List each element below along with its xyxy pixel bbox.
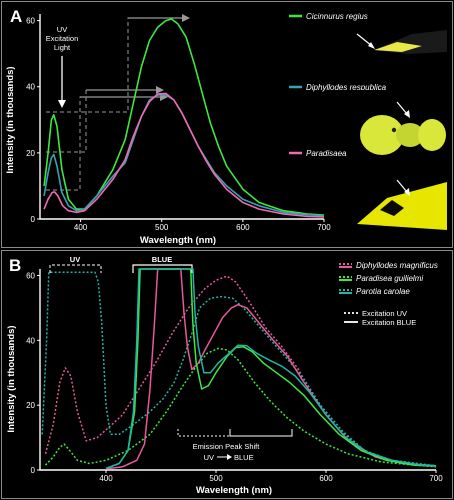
x-tick-label-a-0: 400 [74, 223, 88, 232]
peak-shift-from: UV [204, 453, 214, 462]
y-tick-label-b-2: 40 [26, 336, 35, 345]
uv-annotation-line2: Excitation [46, 34, 79, 43]
y-tick-label-a-0: 0 [31, 215, 36, 224]
series-line-b-diphyllodes-magnificus-uv [44, 275, 437, 467]
x-axis-label-b: Wavelength (nm) [196, 485, 272, 496]
peak-shift-to: BLUE [234, 453, 254, 462]
x-tick-label-a-1: 500 [155, 223, 169, 232]
panel-b: B UV BLUE Emission Peak Shift UV BLUE Di… [1, 250, 453, 499]
y-axis-label-a: Intensity (in thousands) [5, 66, 16, 173]
panel-b-letter: B [9, 256, 21, 275]
peak-shift-label: Emission Peak Shift [193, 442, 261, 451]
x-tick-label-b-2: 600 [319, 474, 333, 483]
y-tick-label-a-2: 40 [26, 83, 35, 92]
series-line-a-paradisaea-guilielmi [43, 92, 325, 218]
y-tick-label-a-1: 20 [26, 149, 35, 158]
series-line-a-cicinnurus-regius [43, 18, 325, 216]
legend-b-style-blue: Excitation BLUE [362, 318, 416, 327]
bird-photo-diphyllodes [347, 90, 447, 170]
legend-a-label-2: Paradisaea guilielmi [306, 149, 378, 158]
panel-a-letter: A [10, 7, 22, 26]
panel-a: A UV Excitation Light Cicinnurus regius … [1, 1, 453, 248]
legend-a-label-0: Cicinnurus regius [306, 12, 368, 21]
x-tick-label-b-3: 700 [429, 474, 443, 483]
legend-b-label-0: Diphyllodes magnificus [356, 261, 438, 270]
y-tick-label-b-0: 0 [31, 466, 36, 475]
uv-region-bracket: UV [49, 255, 102, 273]
x-tick-label-a-2: 600 [236, 223, 250, 232]
series-line-b-parotia-carolae-blue [105, 268, 437, 470]
chart-a: A UV Excitation Light Cicinnurus regius … [5, 7, 447, 246]
axes-a [39, 14, 324, 220]
bird-photo-paradisaea [347, 174, 447, 234]
legend-b-label-1: Paradisea guilielmi [356, 274, 423, 283]
legend-b: Diphyllodes magnificus Paradisea guiliel… [339, 261, 438, 327]
uv-region-label: UV [70, 255, 80, 264]
x-axis-label-a: Wavelength (nm) [140, 235, 216, 246]
blue-region-bracket: BLUE [132, 255, 193, 273]
bird-photo-cicinnurus [347, 27, 447, 67]
peak-shift-bracket: Emission Peak Shift UV BLUE [177, 429, 293, 462]
y-tick-label-a-3: 60 [26, 17, 35, 26]
x-tick-label-b-0: 400 [99, 474, 113, 483]
series-line-b-parotia-carolae-uv [41, 271, 437, 467]
uv-arrow-head [58, 100, 66, 108]
chart-b: B UV BLUE Emission Peak Shift UV BLUE Di… [6, 255, 443, 496]
uv-annotation-line3: Light [54, 43, 71, 52]
legend-b-label-2: Parotia carolae [356, 287, 410, 296]
legend-b-style-uv: Excitation UV [362, 309, 407, 318]
x-tick-label-a-3: 700 [317, 223, 331, 232]
y-tick-label-b-3: 60 [26, 271, 35, 280]
peak-shift-guides [46, 14, 190, 191]
y-axis-label-b: Intensity (in thousands) [6, 325, 17, 432]
blue-region-label: BLUE [152, 255, 172, 264]
legend-a-label-1: Diphyllodes respublica [306, 83, 387, 92]
axes-b [39, 269, 436, 471]
y-tick-label-b-1: 20 [26, 401, 35, 410]
uv-annotation-line1: UV [57, 25, 67, 34]
x-tick-label-b-1: 500 [209, 474, 223, 483]
series-line-a-diphyllodes-respublica [43, 94, 325, 217]
